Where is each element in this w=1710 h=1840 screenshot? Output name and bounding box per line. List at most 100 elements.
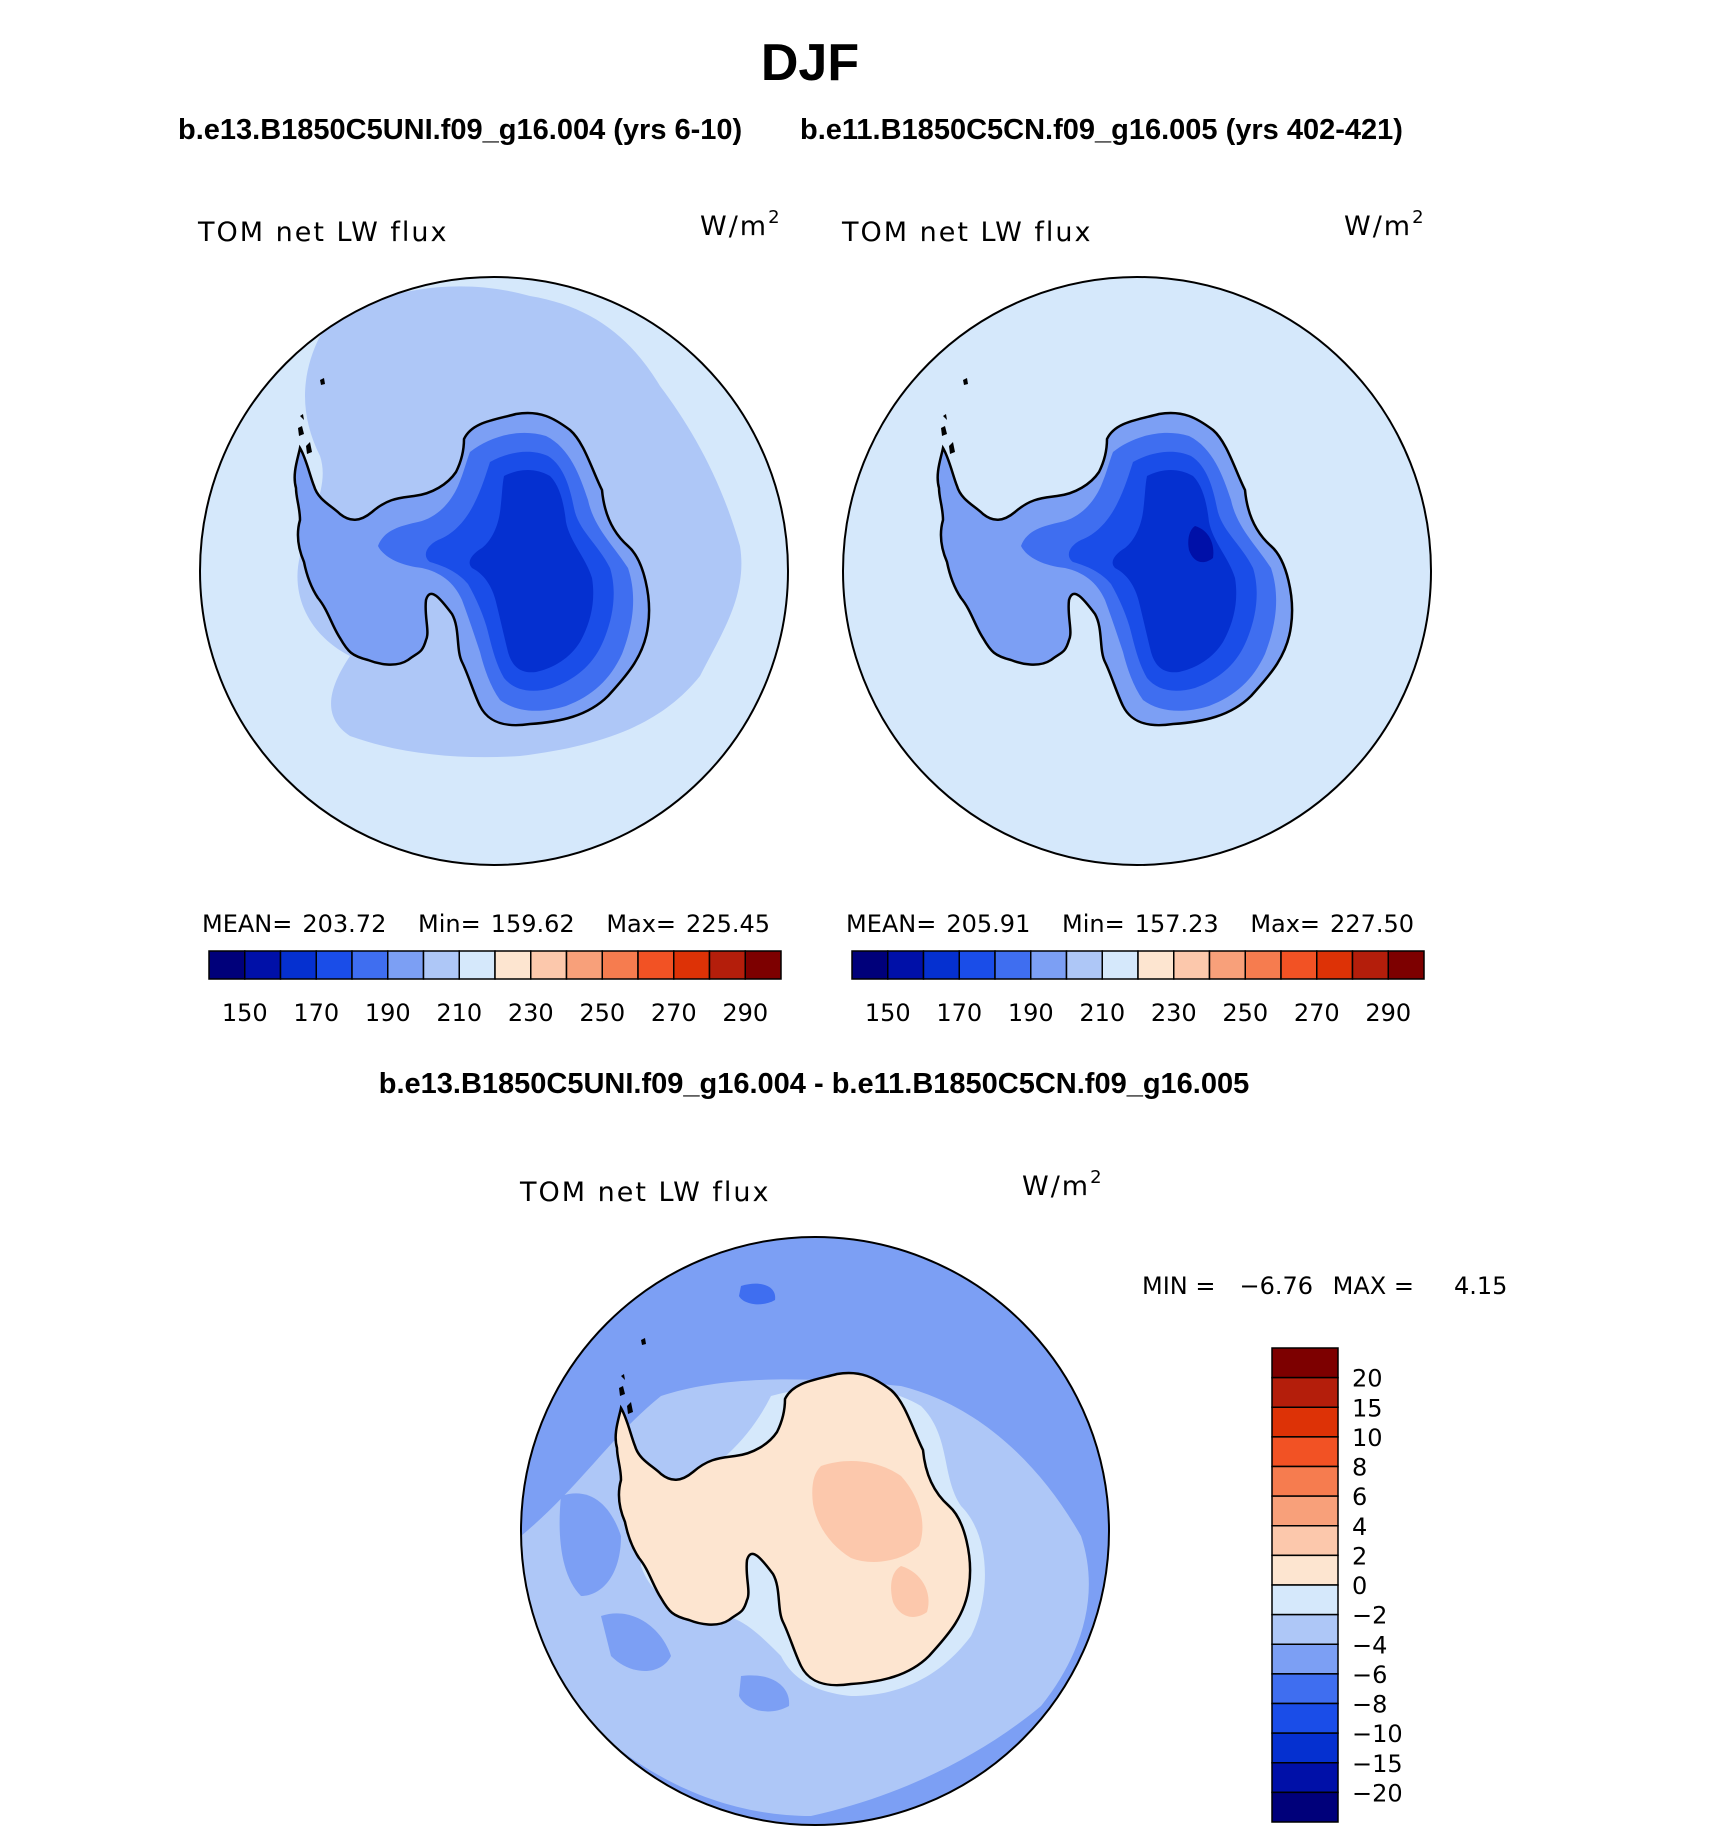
colorbar-swatch	[1271, 1347, 1339, 1379]
colorbar-swatch	[1271, 1465, 1339, 1497]
colorbar-swatch	[351, 950, 389, 980]
colorbar-swatch	[1271, 1525, 1339, 1557]
colorbar-swatch	[1271, 1791, 1339, 1823]
colorbar-tick-label: 150	[222, 999, 268, 1027]
colorbar-tick-label: 170	[293, 999, 339, 1027]
colorbar-swatch	[1137, 950, 1175, 980]
colorbar-tick-label: 230	[1151, 999, 1197, 1027]
colorbar-tick-label: −20	[1352, 1779, 1403, 1807]
colorbar-swatch	[1351, 950, 1389, 980]
difference-title: b.e13.B1850C5UNI.f09_g16.004 - b.e11.B18…	[379, 1068, 1250, 1100]
colorbar-swatch	[315, 950, 353, 980]
case-b-title: b.e11.B1850C5CN.f09_g16.005 (yrs 402-421…	[800, 114, 1403, 146]
colorbar-swatch	[994, 950, 1032, 980]
colorbar-swatch	[422, 950, 460, 980]
colorbar-tick-label: −6	[1352, 1661, 1387, 1689]
polar-map-b	[842, 276, 1432, 866]
case-a-title: b.e13.B1850C5UNI.f09_g16.004 (yrs 6-10)	[178, 114, 742, 146]
colorbar-swatch	[922, 950, 960, 980]
colorbar-swatch	[1271, 1495, 1339, 1527]
colorbar-swatch	[1271, 1613, 1339, 1645]
colorbar-tick-label: 270	[1294, 999, 1340, 1027]
colorbar-swatch	[1208, 950, 1246, 980]
colorbar-swatch	[565, 950, 603, 980]
panel-b-units: W/m2	[1344, 207, 1426, 242]
colorbar-swatch	[1271, 1702, 1339, 1734]
colorbar-swatch	[887, 950, 925, 980]
colorbar-swatch	[244, 950, 282, 980]
colorbar-tick-label: 210	[436, 999, 482, 1027]
colorbar-swatch	[958, 950, 996, 980]
strong-cool-patch	[739, 1283, 776, 1305]
colorbar-swatch	[1271, 1584, 1339, 1616]
map-boundary	[520, 1236, 1110, 1826]
colorbar-swatch	[1271, 1406, 1339, 1438]
colorbar-tick-label: −10	[1352, 1720, 1403, 1748]
cool-patch	[739, 1675, 790, 1712]
colorbar-tick-label: −8	[1352, 1691, 1387, 1719]
colorbar-swatch	[1316, 950, 1354, 980]
colorbar-b: 150 170 190 210 230 250 270 290	[851, 950, 1425, 1027]
colorbar-swatch	[1173, 950, 1211, 980]
colorbar-swatch	[387, 950, 425, 980]
colorbar-tick-label: 290	[1365, 999, 1411, 1027]
colorbar-tick-label: 8	[1352, 1454, 1367, 1482]
panel-diff-units: W/m2	[1022, 1167, 1104, 1202]
colorbar-tick-label: 270	[651, 999, 697, 1027]
polar-map-a	[199, 276, 789, 866]
map-boundary	[199, 276, 789, 866]
cool-patch	[601, 1613, 671, 1671]
panel-a-variable: TOM net LW flux	[197, 217, 448, 248]
panel-case-b: TOM net LW flux W/m2 MEAN= 205.91 Min= 157…	[841, 207, 1432, 1027]
map-boundary	[842, 276, 1432, 866]
colorbar-tick-label: 4	[1352, 1513, 1367, 1541]
panel-difference: TOM net LW flux W/m2 MIN =	[519, 1167, 1507, 1826]
colorbar-swatch	[601, 950, 639, 980]
ice-minimum	[1188, 526, 1214, 563]
colorbar-swatch	[1271, 1732, 1339, 1764]
panel-diff-variable: TOM net LW flux	[519, 1177, 770, 1208]
colorbar-tick-label: 250	[1222, 999, 1268, 1027]
cool-patch	[559, 1493, 621, 1596]
colorbar-swatch	[708, 950, 746, 980]
panel-a-stats: MEAN= 203.72 Min= 159.62 Max= 225.45	[202, 910, 770, 938]
colorbar-swatch	[279, 950, 317, 980]
colorbar-tick-label: −15	[1352, 1750, 1403, 1778]
colorbar-swatch	[637, 950, 675, 980]
warm-anomaly	[812, 1461, 923, 1562]
colorbar-swatch	[1280, 950, 1318, 980]
polar-map-diff	[520, 1236, 1110, 1826]
colorbar-tick-label: 10	[1352, 1424, 1383, 1452]
colorbar-swatch	[1271, 1673, 1339, 1705]
colorbar-swatch	[494, 950, 532, 980]
colorbar-swatch	[208, 950, 246, 980]
colorbar-swatch	[673, 950, 711, 980]
colorbar-swatch	[851, 950, 889, 980]
panel-case-a: TOM net LW flux W/m2 MEAN= 203.72 Min= 159…	[197, 207, 789, 1027]
colorbar-swatch	[1030, 950, 1068, 980]
colorbar-swatch	[1387, 950, 1425, 980]
colorbar-tick-label: 150	[865, 999, 911, 1027]
colorbar-tick-label: 2	[1352, 1542, 1367, 1570]
colorbar-a: 150 170 190 210 230 250 270 290	[208, 950, 782, 1027]
colorbar-tick-label: 230	[508, 999, 554, 1027]
colorbar-swatch	[1101, 950, 1139, 980]
colorbar-tick-label: 190	[1008, 999, 1054, 1027]
colorbar-tick-label: 170	[936, 999, 982, 1027]
colorbar-swatch	[1271, 1436, 1339, 1468]
panel-diff-stats: MIN = −6.76 MAX = 4.15	[1142, 1272, 1507, 1300]
colorbar-tick-label: 20	[1352, 1365, 1383, 1393]
colorbar-swatch	[1271, 1643, 1339, 1675]
colorbar-swatch	[1271, 1762, 1339, 1794]
panel-a-units: W/m2	[700, 207, 782, 242]
panel-b-stats: MEAN= 205.91 Min= 157.23 Max= 227.50	[846, 910, 1414, 938]
panel-b-variable: TOM net LW flux	[841, 217, 1092, 248]
colorbar-tick-label: 250	[579, 999, 625, 1027]
colorbar-swatch	[458, 950, 496, 980]
colorbar-tick-label: −2	[1352, 1602, 1387, 1630]
colorbar-tick-label: 6	[1352, 1483, 1367, 1511]
colorbar-tick-label: −4	[1352, 1631, 1387, 1659]
colorbar-swatch	[1271, 1554, 1339, 1586]
